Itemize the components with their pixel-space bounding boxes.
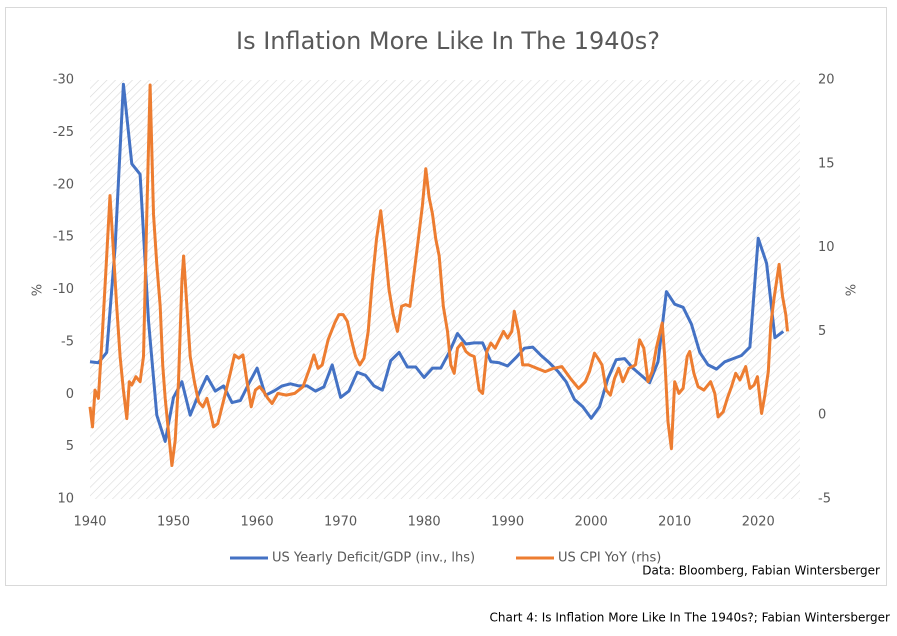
legend-label: US Yearly Deficit/GDP (inv., lhs) [272, 551, 475, 566]
y-tick-label: -30 [53, 73, 74, 88]
x-tick-label: 1940 [73, 515, 106, 530]
x-tick-label: 1960 [241, 515, 274, 530]
y-tick-label: 0 [66, 387, 74, 402]
y2-tick-label: 5 [818, 324, 826, 339]
y-tick-label: -15 [53, 230, 74, 245]
series-line [88, 83, 789, 467]
x-tick-label: 2020 [742, 515, 775, 530]
y2-tick-label: -5 [818, 492, 831, 507]
legend-label: US CPI YoY (rhs) [558, 551, 661, 566]
y-tick-label: -25 [53, 125, 74, 140]
y-tick-label: -5 [61, 334, 74, 349]
y2-axis-label: % [845, 284, 860, 296]
x-tick-label: 1980 [408, 515, 441, 530]
y2-tick-label: 0 [818, 408, 826, 423]
y2-tick-label: 15 [818, 156, 835, 171]
series-line [89, 82, 785, 443]
y-axis-label: % [31, 284, 46, 296]
chart-title: Is Inflation More Like In The 1940s? [236, 27, 660, 55]
source-note: Data: Bloomberg, Fabian Wintersberger [642, 564, 880, 578]
x-tick-label: 1990 [491, 515, 524, 530]
y2-tick-label: 20 [818, 73, 835, 88]
y-tick-label: -20 [53, 177, 74, 192]
x-tick-label: 2010 [658, 515, 691, 530]
y2-tick-label: 10 [818, 240, 835, 255]
y-tick-label: -10 [53, 282, 74, 297]
x-tick-label: 1950 [157, 515, 190, 530]
y-tick-label: 5 [66, 439, 74, 454]
x-tick-label: 1970 [324, 515, 357, 530]
x-tick-label: 2000 [575, 515, 608, 530]
y-tick-label: 10 [57, 492, 74, 507]
plot-area [90, 80, 800, 499]
caption: Chart 4: Is Inflation More Like In The 1… [489, 611, 890, 625]
